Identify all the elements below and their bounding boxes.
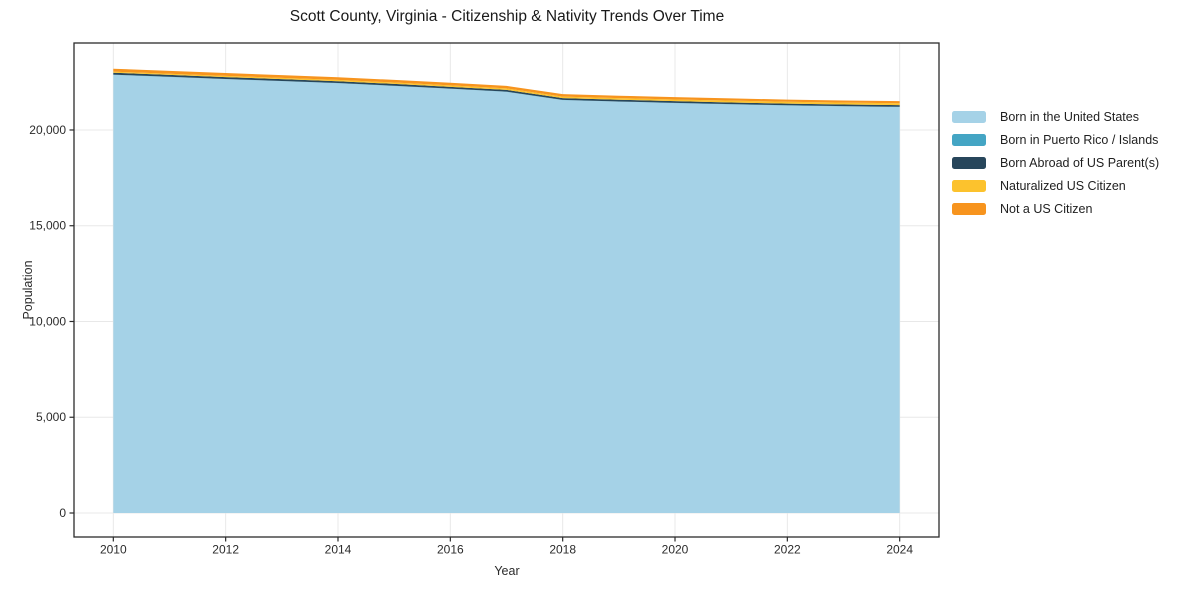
legend: Born in the United States Born in Puerto …: [952, 105, 1159, 220]
legend-swatch: [952, 179, 986, 192]
y-axis-label: Population: [21, 260, 35, 320]
y-tick-label: 0: [59, 506, 66, 520]
plot-border: [73, 42, 940, 538]
x-tick-label: 2012: [212, 543, 239, 557]
legend-item-1: Born in the United States: [952, 105, 1159, 128]
legend-swatch: [952, 202, 986, 215]
y-tick-label: 5,000: [36, 410, 66, 424]
x-tick-label: 2018: [549, 543, 576, 557]
y-tick-label: 10,000: [29, 314, 66, 328]
x-tick-label: 2020: [662, 543, 689, 557]
area-series-1: [113, 74, 900, 513]
y-tick-label: 20,000: [29, 123, 66, 137]
x-axis-label: Year: [494, 564, 520, 578]
legend-label: Not a US Citizen: [1000, 201, 1093, 216]
x-tick-label: 2014: [325, 543, 352, 557]
area-series-3: [113, 72, 900, 107]
legend-item-2: Born in Puerto Rico / Islands: [952, 128, 1159, 151]
area-series-5: [113, 68, 900, 104]
y-tick-label: 15,000: [29, 219, 66, 233]
x-tick-label: 2022: [774, 543, 801, 557]
legend-item-3: Born Abroad of US Parent(s): [952, 151, 1159, 174]
x-tick-label: 2024: [886, 543, 913, 557]
x-tick-label: 2016: [437, 543, 464, 557]
legend-swatch: [952, 110, 986, 123]
legend-label: Born in the United States: [1000, 109, 1139, 124]
legend-item-5: Not a US Citizen: [952, 197, 1159, 220]
x-tick-label: 2010: [100, 543, 127, 557]
legend-label: Naturalized US Citizen: [1000, 178, 1126, 193]
legend-label: Born Abroad of US Parent(s): [1000, 155, 1160, 170]
legend-swatch: [952, 133, 986, 146]
legend-swatch: [952, 156, 986, 169]
legend-item-4: Naturalized US Citizen: [952, 174, 1159, 197]
chart-title: Scott County, Virginia - Citizenship & N…: [289, 8, 725, 25]
legend-label: Born in Puerto Rico / Islands: [1000, 132, 1159, 147]
area-series-4: [113, 71, 900, 106]
